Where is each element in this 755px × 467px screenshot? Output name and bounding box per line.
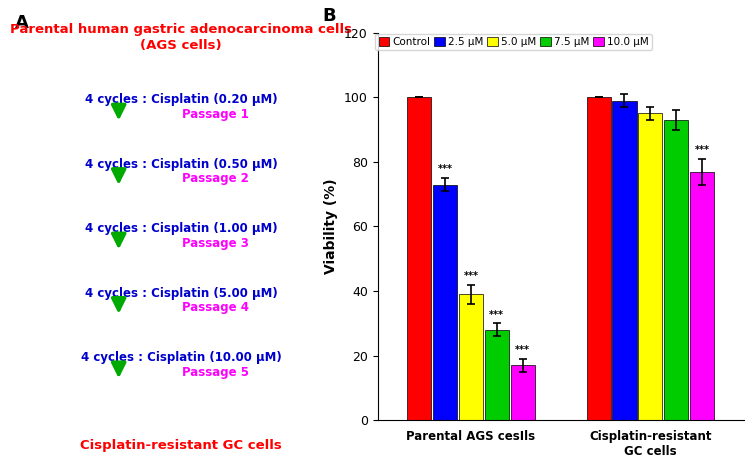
Text: A: A — [14, 14, 29, 32]
Text: ***: *** — [695, 145, 710, 155]
Legend: Control, 2.5 μM, 5.0 μM, 7.5 μM, 10.0 μM: Control, 2.5 μM, 5.0 μM, 7.5 μM, 10.0 μM — [375, 34, 652, 50]
Text: Passage 4: Passage 4 — [183, 301, 249, 314]
Bar — [459, 294, 483, 420]
Text: Passage 5: Passage 5 — [183, 366, 249, 379]
Bar — [485, 330, 509, 420]
Bar — [638, 113, 662, 420]
Text: 4 cycles : Cisplatin (1.00 μM): 4 cycles : Cisplatin (1.00 μM) — [85, 222, 278, 235]
Text: ***: *** — [489, 310, 504, 319]
Text: ***: *** — [515, 345, 530, 355]
Bar — [433, 184, 457, 420]
Bar — [407, 97, 431, 420]
Text: B: B — [322, 7, 336, 25]
Text: Parental human gastric adenocarcinoma cells
(AGS cells): Parental human gastric adenocarcinoma ce… — [11, 23, 352, 52]
Text: Passage 2: Passage 2 — [183, 172, 249, 185]
Text: Passage 1: Passage 1 — [183, 108, 249, 121]
Text: 4 cycles : Cisplatin (10.00 μM): 4 cycles : Cisplatin (10.00 μM) — [81, 351, 282, 364]
Text: 4 cycles : Cisplatin (0.20 μM): 4 cycles : Cisplatin (0.20 μM) — [85, 93, 278, 106]
Y-axis label: Viability (%): Viability (%) — [325, 179, 338, 274]
Text: Cisplatin-resistant GC cells: Cisplatin-resistant GC cells — [80, 439, 282, 452]
Bar — [587, 97, 611, 420]
Text: ***: *** — [437, 164, 452, 174]
Bar — [612, 100, 636, 420]
Bar — [664, 120, 689, 420]
Bar — [510, 365, 535, 420]
Text: 4 cycles : Cisplatin (5.00 μM): 4 cycles : Cisplatin (5.00 μM) — [85, 287, 278, 300]
Text: ***: *** — [464, 271, 479, 281]
Text: Passage 3: Passage 3 — [183, 237, 249, 250]
Text: 4 cycles : Cisplatin (0.50 μM): 4 cycles : Cisplatin (0.50 μM) — [85, 158, 278, 171]
Bar — [690, 171, 714, 420]
